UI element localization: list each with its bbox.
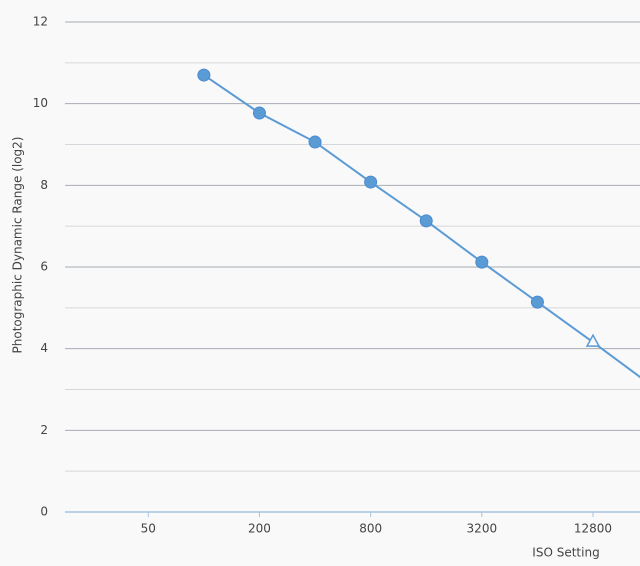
point-marker — [530, 295, 544, 309]
x-tick-label: 50 — [141, 522, 156, 536]
y-tick-label: 6 — [40, 260, 48, 274]
y-tick-label: 2 — [40, 423, 48, 437]
point-marker — [585, 333, 601, 347]
x-tick-label: 3200 — [467, 522, 498, 536]
plot-area — [197, 68, 640, 379]
y-axis-title: Photographic Dynamic Range (log2) — [11, 137, 25, 354]
point-marker — [308, 135, 322, 149]
x-tick-label: 12800 — [574, 522, 612, 536]
point-marker — [364, 175, 378, 189]
x-axis-title: ISO Setting — [532, 546, 599, 560]
x-tick-label: 200 — [248, 522, 271, 536]
point-marker — [252, 106, 266, 120]
y-tick-label: 12 — [33, 15, 48, 29]
point-marker — [197, 68, 211, 82]
y-tick-label: 10 — [33, 96, 48, 110]
series-line — [203, 74, 640, 379]
y-tick-label: 8 — [40, 178, 48, 192]
x-tick-label: 800 — [359, 522, 382, 536]
point-marker — [475, 255, 489, 269]
point-marker — [419, 214, 433, 228]
y-tick-label: 4 — [40, 341, 48, 355]
y-tick-label: 0 — [40, 505, 48, 519]
